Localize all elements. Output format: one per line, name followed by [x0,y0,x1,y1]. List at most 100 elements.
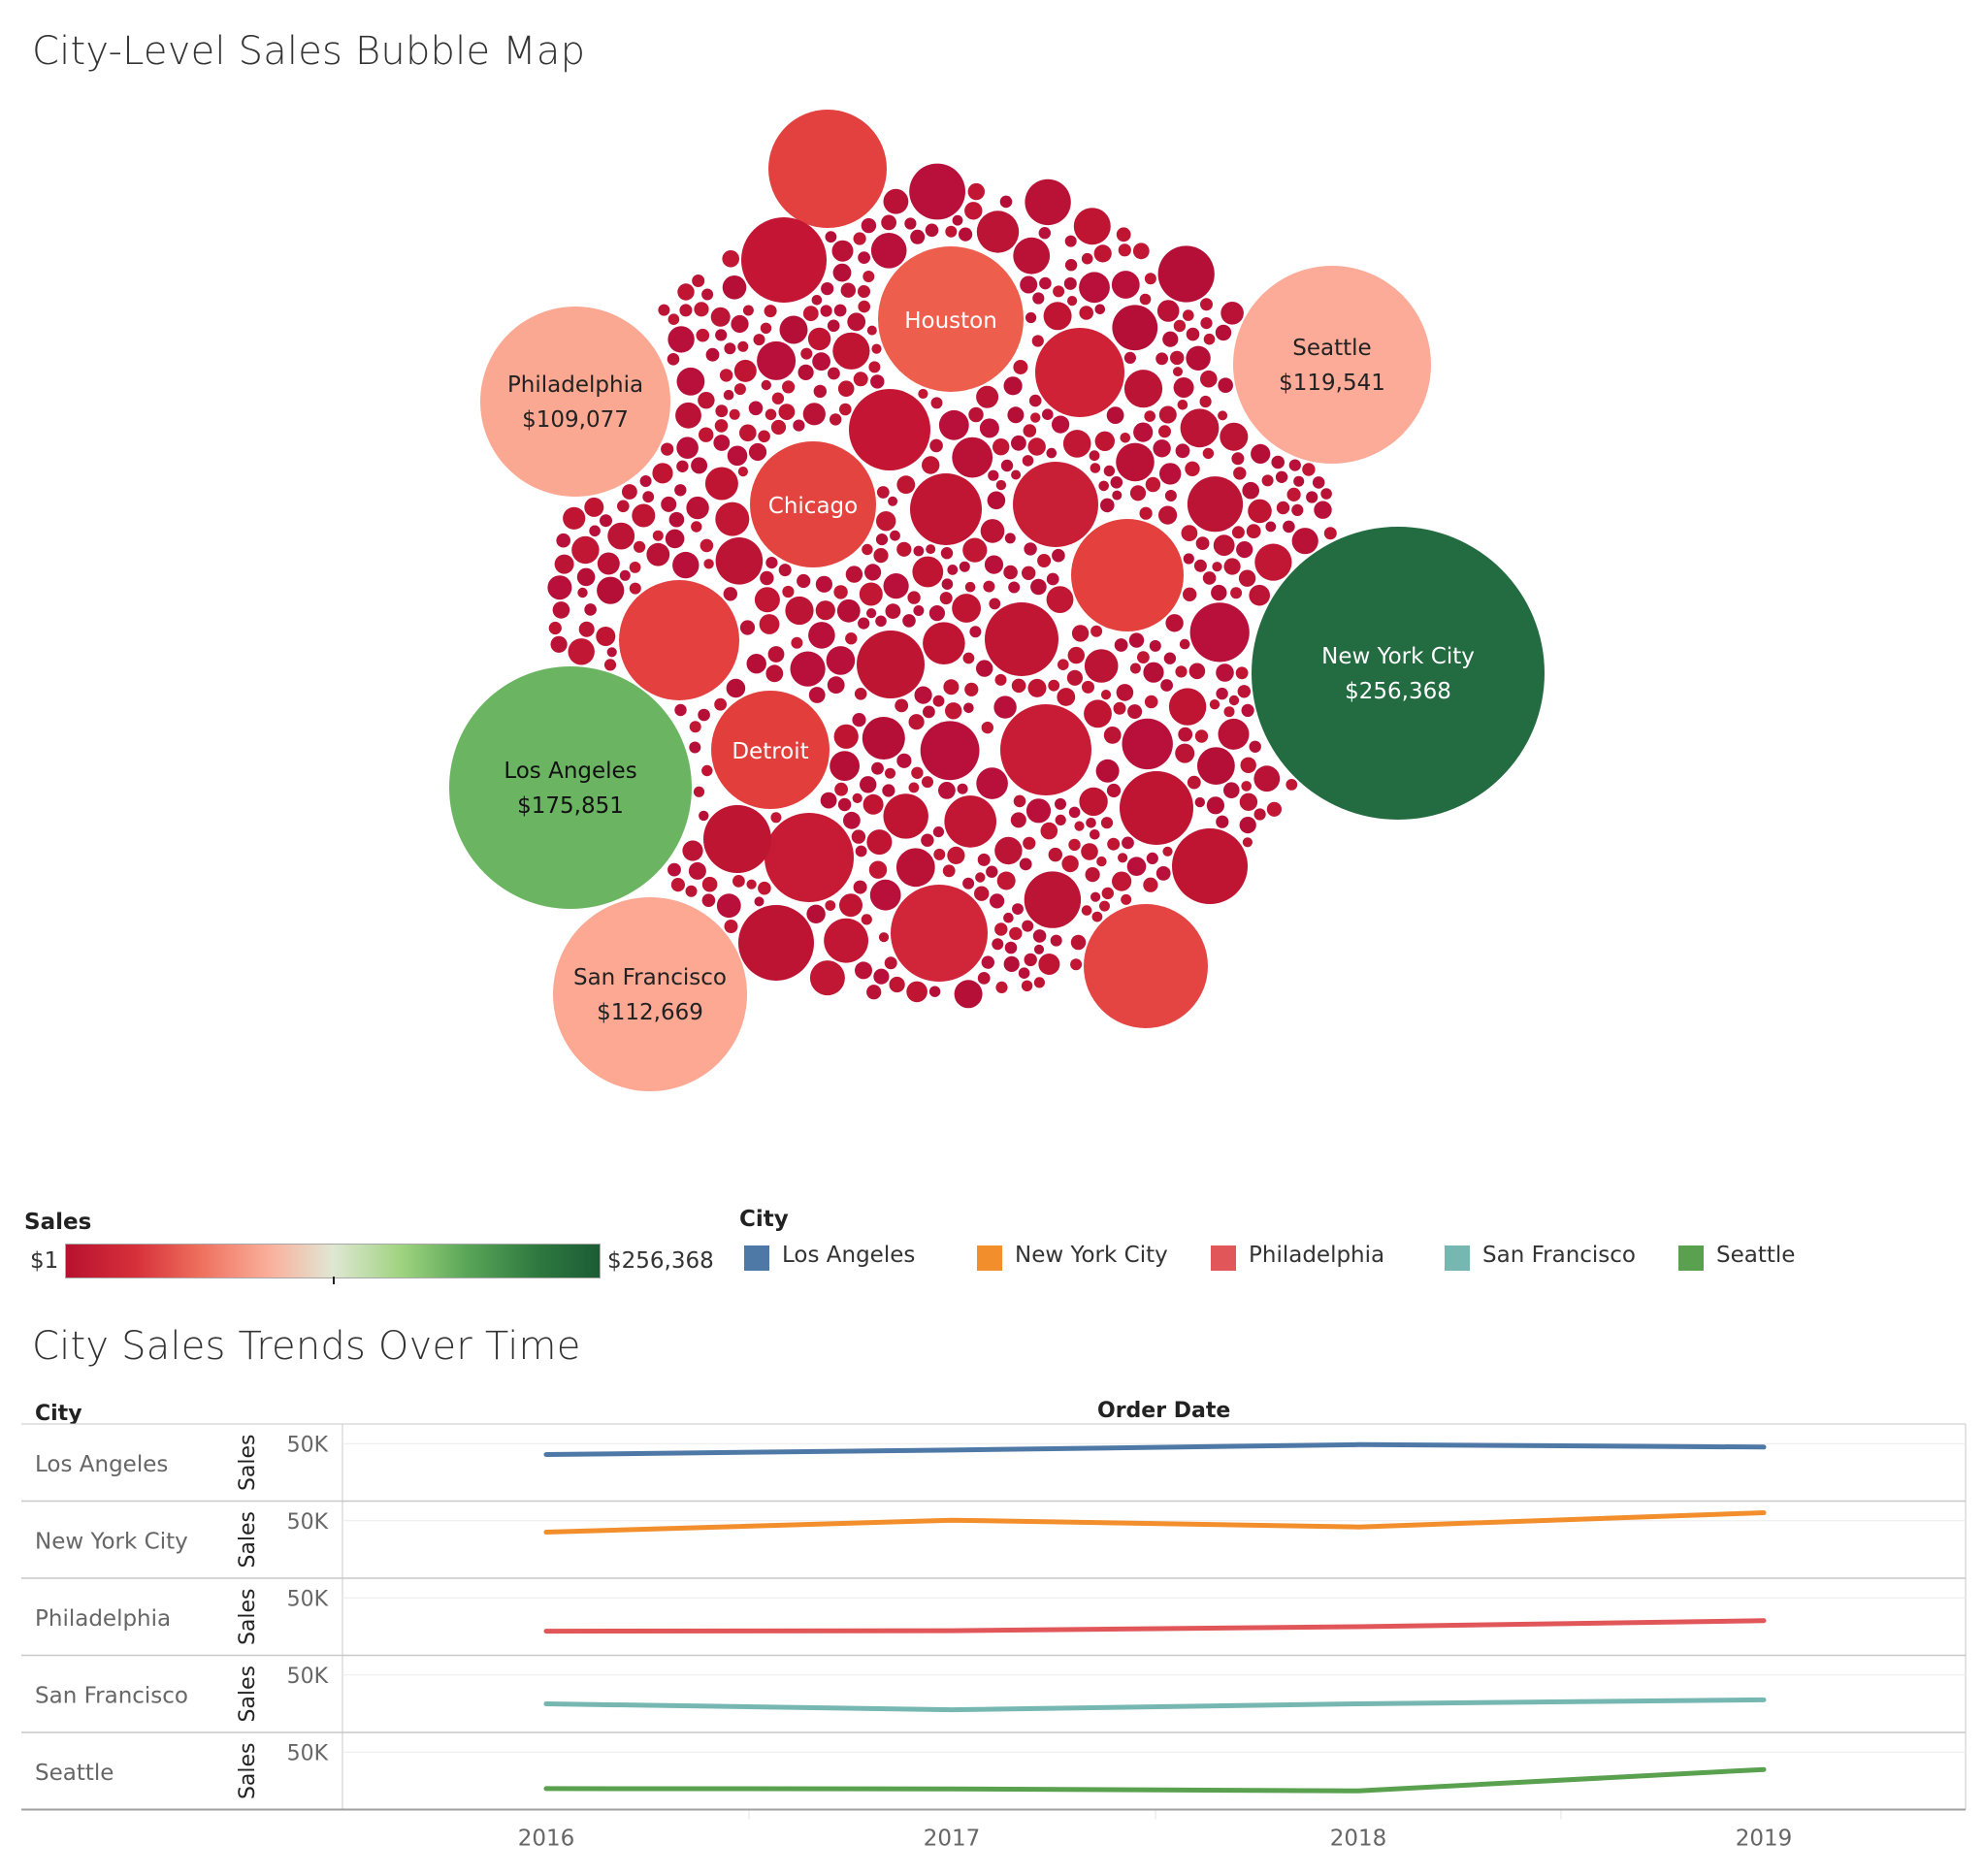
bubble[interactable] [1064,259,1078,272]
bubble[interactable] [827,676,845,695]
bubble[interactable] [921,833,934,847]
bubble[interactable] [920,721,980,781]
bubble[interactable] [1149,639,1161,652]
bubble[interactable] [873,968,890,985]
bubble[interactable] [996,871,1016,890]
bubble[interactable] [629,562,641,573]
bubble[interactable] [1079,787,1108,817]
bubble[interactable] [939,592,953,605]
bubble[interactable] [869,879,901,911]
bubble[interactable] [1220,302,1244,325]
bubble[interactable] [833,724,859,749]
bubble[interactable] [1011,435,1026,451]
bubble[interactable] [1031,335,1044,347]
bubble[interactable] [896,541,912,557]
bubble[interactable] [606,647,617,658]
bubble[interactable] [987,491,1006,510]
bubble[interactable] [1107,837,1121,851]
bubble[interactable] [1165,614,1184,632]
bubble[interactable] [699,427,714,442]
bubble[interactable] [1021,980,1033,991]
bubble[interactable] [1025,178,1071,226]
bubble[interactable] [820,305,832,317]
bubble[interactable] [852,713,866,728]
bubble[interactable] [1033,977,1045,988]
bubble[interactable] [674,703,687,717]
bubble[interactable] [607,522,635,550]
bubble[interactable] [1079,306,1093,320]
bubble[interactable] [866,608,877,619]
bubble[interactable] [629,582,641,595]
bubble[interactable] [686,496,709,520]
bubble[interactable] [1218,377,1233,394]
bubble[interactable] [667,326,695,353]
bubble[interactable] [1285,779,1298,791]
bubble[interactable] [1073,208,1111,245]
bubble[interactable] [668,511,685,528]
bubble[interactable] [701,893,716,907]
bubble[interactable] [600,514,612,528]
bubble[interactable] [852,792,862,804]
bubble[interactable] [862,717,905,760]
bubble[interactable] [907,591,921,604]
bubble[interactable] [853,880,867,894]
bubble[interactable] [866,829,893,856]
bubble[interactable] [746,879,757,889]
bubble[interactable] [928,986,941,997]
bubble[interactable] [1218,410,1228,421]
bubble[interactable] [1039,276,1052,290]
bubble[interactable] [858,300,870,313]
bubble[interactable] [1249,740,1261,753]
bubble[interactable] [1025,311,1037,324]
bubble[interactable] [866,325,877,336]
bubble[interactable] [1233,467,1247,480]
bubble[interactable] [860,776,877,793]
bubble[interactable] [1158,425,1171,438]
bubble[interactable] [1216,687,1228,700]
bubble[interactable] [981,721,993,734]
bubble[interactable] [550,635,568,653]
bubble[interactable] [945,225,958,238]
bubble[interactable] [995,981,1008,993]
bubble[interactable] [1007,406,1025,424]
bubble[interactable] [1032,929,1047,943]
bubble[interactable] [876,486,890,499]
bubble[interactable] [1037,554,1052,567]
bubble[interactable] [1010,812,1026,828]
bubble[interactable] [1223,558,1241,575]
bubble[interactable] [1003,565,1018,580]
bubble[interactable] [1231,452,1245,466]
bubble[interactable] [674,484,687,497]
bubble[interactable] [658,304,670,316]
bubble[interactable] [1181,525,1198,541]
bubble[interactable] [1153,439,1171,458]
bubble[interactable] [1071,625,1090,642]
bubble[interactable] [999,195,1013,209]
bubble[interactable] [1090,463,1101,473]
bubble[interactable] [1086,818,1096,828]
bubble[interactable] [737,340,749,352]
bubble[interactable] [699,810,709,822]
bubble[interactable] [622,484,637,500]
bubble[interactable] [770,419,787,436]
bubble[interactable] [1200,298,1213,311]
bubble[interactable] [1175,665,1188,678]
bubble[interactable] [1213,534,1235,557]
bubble-new-york-city[interactable] [1252,527,1545,820]
bubble[interactable] [811,295,823,306]
bubble[interactable] [1112,490,1123,501]
bubble[interactable] [1253,808,1266,821]
bubble[interactable] [1067,296,1078,307]
bubble[interactable] [1103,465,1116,477]
bubble[interactable] [1235,666,1249,680]
bubble[interactable] [1095,759,1120,783]
bubble[interactable] [578,621,595,637]
bubble[interactable] [878,932,890,943]
bubble[interactable] [963,702,974,714]
bubble[interactable] [1035,328,1124,417]
bubble[interactable] [1122,836,1134,850]
bubble[interactable] [1162,846,1173,857]
bubble[interactable] [1193,559,1207,572]
bubble[interactable] [851,829,866,844]
bubble[interactable] [925,223,939,238]
